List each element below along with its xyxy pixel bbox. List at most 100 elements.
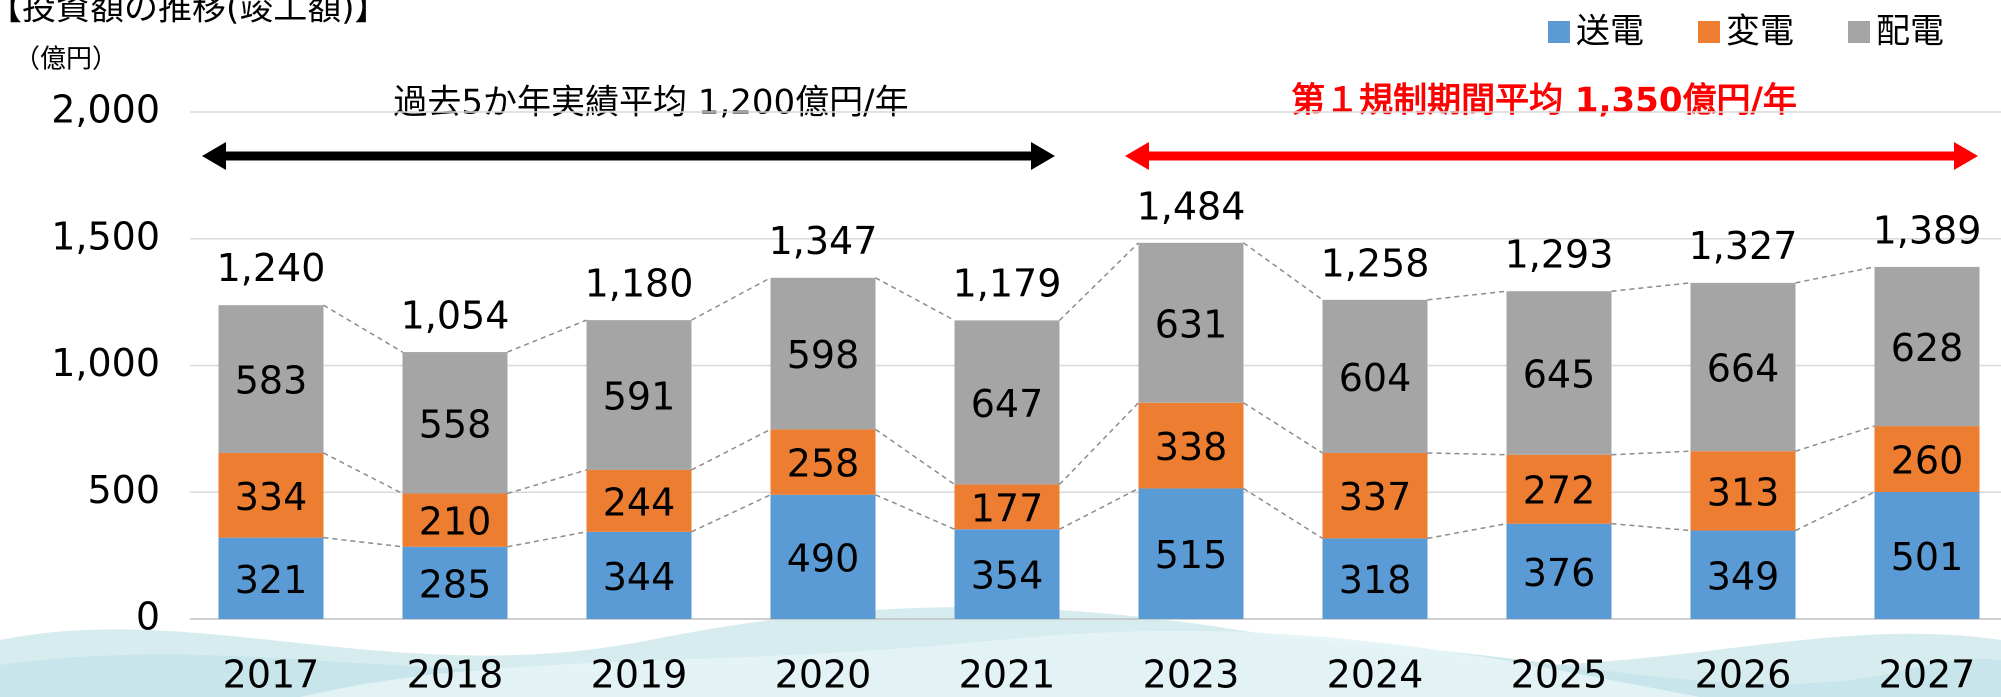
annotation: 過去5か年実績平均 1,200億円/年 xyxy=(393,83,908,123)
legend-swatch xyxy=(1848,21,1870,43)
connector-line xyxy=(691,494,771,533)
value-label: 354 xyxy=(971,554,1044,598)
x-tick-label: 2026 xyxy=(1695,653,1792,697)
value-label: 313 xyxy=(1707,470,1780,514)
bar-segment xyxy=(1874,491,1980,619)
bar-segment xyxy=(586,531,692,619)
value-label: 490 xyxy=(787,536,860,580)
bar-segment xyxy=(1138,402,1244,489)
total-label: 1,293 xyxy=(1505,233,1614,277)
connector-line xyxy=(875,428,955,486)
connector-line xyxy=(1058,242,1140,321)
value-label: 515 xyxy=(1155,533,1228,577)
bar-segment xyxy=(586,320,692,470)
x-tick-label: 2024 xyxy=(1327,653,1424,697)
y-tick-label: 1,500 xyxy=(51,214,160,258)
connector-line xyxy=(1611,282,1691,292)
x-tick-label: 2020 xyxy=(775,653,872,697)
annotation: 第１規制期間平均 1,350億円/年 xyxy=(1291,81,1797,121)
legend-swatch xyxy=(1548,21,1570,43)
arrow xyxy=(202,142,1055,170)
total-label: 1,180 xyxy=(585,261,694,305)
connector-line xyxy=(1611,522,1691,532)
y-tick-label: 500 xyxy=(87,468,160,512)
legend-label: 配電 xyxy=(1876,12,1944,52)
total-label: 1,258 xyxy=(1321,242,1430,286)
value-label: 338 xyxy=(1155,425,1228,469)
connector-line xyxy=(1243,487,1323,540)
bar-segment xyxy=(402,546,508,619)
bar-segment xyxy=(1322,452,1428,539)
value-label: 210 xyxy=(419,500,492,544)
wave-background xyxy=(0,607,2001,697)
total-label: 1,054 xyxy=(401,293,510,337)
connector-line xyxy=(1243,242,1323,301)
value-label: 349 xyxy=(1707,554,1780,598)
value-label: 258 xyxy=(787,442,860,486)
bar-segment xyxy=(402,493,508,547)
total-label: 1,484 xyxy=(1137,184,1246,228)
connector-line xyxy=(691,428,771,471)
legend-swatch xyxy=(1698,21,1720,43)
bar-segment xyxy=(1138,488,1244,619)
connector-line xyxy=(1427,452,1507,456)
total-label: 1,240 xyxy=(217,246,326,290)
total-label: 1,389 xyxy=(1873,208,1982,252)
value-label: 501 xyxy=(1891,535,1964,579)
connector-line xyxy=(691,277,771,321)
value-label: 344 xyxy=(603,555,676,599)
value-label: 631 xyxy=(1155,302,1228,346)
connector-line xyxy=(1427,290,1507,301)
total-label: 1,347 xyxy=(769,219,878,263)
value-label: 285 xyxy=(419,562,492,606)
connector-line xyxy=(875,277,955,322)
bar-segment xyxy=(770,277,876,430)
total-label: 1,179 xyxy=(953,262,1062,306)
connector-line xyxy=(1795,491,1875,532)
bar-segment xyxy=(1874,266,1980,427)
connector-line xyxy=(1795,266,1875,284)
connector-line xyxy=(1059,487,1139,530)
bar-segment xyxy=(1690,451,1796,531)
value-label: 244 xyxy=(603,480,676,524)
bar-segment xyxy=(1506,454,1612,524)
value-label: 321 xyxy=(235,558,308,602)
value-label: 583 xyxy=(235,359,308,403)
value-label: 376 xyxy=(1523,551,1596,595)
connector-line xyxy=(507,319,587,353)
bar-segment xyxy=(954,529,1060,619)
value-label: 628 xyxy=(1891,326,1964,370)
value-label: 260 xyxy=(1891,439,1964,483)
x-tick-label: 2025 xyxy=(1511,653,1608,697)
value-label: 664 xyxy=(1707,347,1780,391)
bar-segment xyxy=(586,469,692,532)
chart-title: 【投資額の推移(竣工額)】 xyxy=(0,0,389,29)
bar-segment xyxy=(218,452,324,538)
bar-segment xyxy=(770,494,876,619)
connector-line xyxy=(507,469,587,495)
bar-segment xyxy=(1138,242,1244,403)
value-label: 177 xyxy=(971,486,1044,530)
x-tick-label: 2027 xyxy=(1879,653,1976,697)
value-label: 591 xyxy=(603,375,676,419)
x-tick-label: 2019 xyxy=(591,653,688,697)
value-label: 334 xyxy=(235,475,308,519)
connector-line xyxy=(507,531,587,548)
legend-label: 変電 xyxy=(1726,12,1794,52)
connector-line xyxy=(1795,425,1875,452)
x-tick-label: 2017 xyxy=(223,653,320,697)
value-label: 647 xyxy=(971,382,1044,426)
bar-segment xyxy=(1690,530,1796,619)
y-tick-label: 0 xyxy=(136,595,160,639)
arrow xyxy=(1125,142,1978,170)
bar-segment xyxy=(954,484,1060,530)
connector-line xyxy=(323,536,403,548)
value-label: 604 xyxy=(1339,356,1412,400)
bar-segment xyxy=(1506,291,1612,455)
value-label: 272 xyxy=(1523,469,1596,513)
bar-segment xyxy=(1874,426,1980,492)
connector-line xyxy=(323,304,403,353)
bar-segment xyxy=(1506,523,1612,619)
value-label: 645 xyxy=(1523,352,1596,396)
value-label: 598 xyxy=(787,333,860,377)
